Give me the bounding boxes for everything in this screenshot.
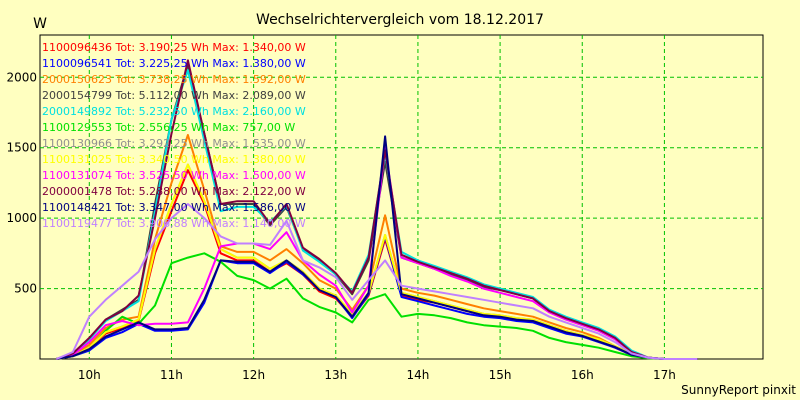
legend-entry: 1100148421 Tot: 3.347,00 Wh Max: 1.586,0… bbox=[42, 201, 306, 214]
plot-area bbox=[39, 34, 764, 360]
series-line-2 bbox=[56, 134, 698, 360]
x-tick-label: 15h bbox=[489, 368, 512, 382]
series-line-9 bbox=[56, 59, 698, 360]
legend-entry: 1100096541 Tot: 3.225,25 Wh Max: 1.380,0… bbox=[42, 57, 306, 70]
legend-entry: 1100119477 Tot: 3.906,88 Wh Max: 1.140,0… bbox=[42, 217, 306, 230]
legend-entry: 1100131025 Tot: 3.340,50 Wh Max: 1.380,0… bbox=[42, 153, 306, 166]
footer-credit: SunnyReport pinxit bbox=[681, 383, 796, 397]
x-tick-label: 14h bbox=[406, 368, 429, 382]
x-tick-label: 16h bbox=[571, 368, 594, 382]
x-tick-label: 17h bbox=[653, 368, 676, 382]
legend-entry: 1100131074 Tot: 3.525,50 Wh Max: 1.500,0… bbox=[42, 169, 306, 182]
y-axis-label: W bbox=[33, 16, 47, 32]
series-lines bbox=[56, 59, 698, 360]
x-tick-label: 11h bbox=[160, 368, 183, 382]
legend-entry: 1100096436 Tot: 3.190,25 Wh Max: 1.340,0… bbox=[42, 41, 306, 54]
series-line-7 bbox=[56, 163, 698, 360]
series-line-11 bbox=[56, 203, 698, 360]
x-tick-label: 13h bbox=[324, 368, 347, 382]
series-line-5 bbox=[56, 252, 698, 360]
y-tick-label: 500 bbox=[14, 282, 37, 296]
grid bbox=[40, 35, 763, 359]
legend-entry: 1100130966 Tot: 3.292,25 Wh Max: 1.535,0… bbox=[42, 137, 306, 150]
y-tick-label: 2000 bbox=[6, 70, 37, 84]
series-line-10 bbox=[56, 135, 698, 360]
legend-entry: 1100129553 Tot: 2.556,25 Wh Max: 757,00 … bbox=[42, 121, 295, 134]
legend-entry: 2000149892 Tot: 5.232,50 Wh Max: 2.160,0… bbox=[42, 105, 306, 118]
y-tick-label: 1000 bbox=[6, 211, 37, 225]
x-tick-label: 12h bbox=[242, 368, 265, 382]
legend: 1100096436 Tot: 3.190,25 Wh Max: 1.340,0… bbox=[42, 41, 306, 230]
legend-entry: 2000150623 Tot: 3.738,25 Wh Max: 1.592,0… bbox=[42, 73, 306, 86]
x-tick-label: 10h bbox=[78, 368, 101, 382]
legend-entry: 2000154799 Tot: 5.112,00 Wh Max: 2.089,0… bbox=[42, 89, 306, 102]
chart-title: Wechselrichtervergleich vom 18.12.2017 bbox=[256, 12, 544, 28]
axis-ticks: 10h 11h 12h 13h 14h 15h 16h 17h 500 1000 1500 2000 bbox=[6, 70, 675, 382]
legend-entry: 2000001478 Tot: 5.288,00 Wh Max: 2.122,0… bbox=[42, 185, 306, 198]
y-tick-label: 1500 bbox=[6, 141, 37, 155]
